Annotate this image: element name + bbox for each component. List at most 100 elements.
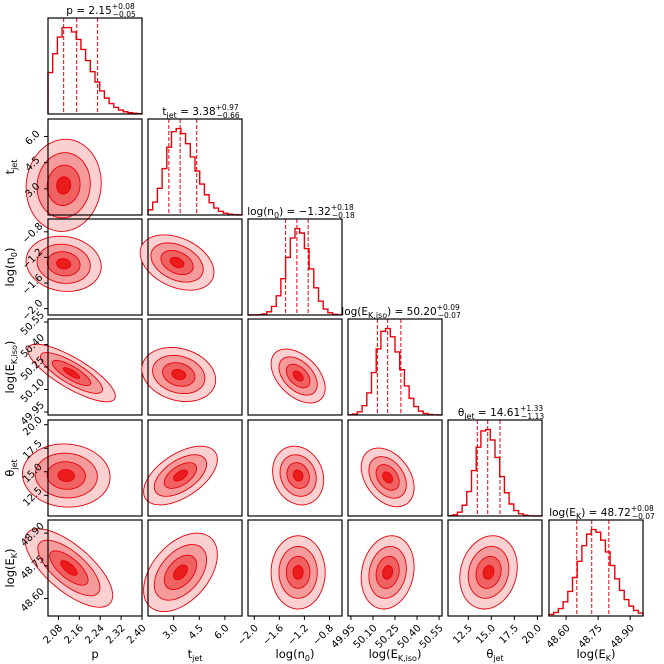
panel-frame	[247, 519, 343, 617]
panel-frame	[247, 218, 343, 316]
panel-frame	[147, 218, 243, 316]
panel-logEiso-logn0	[247, 318, 343, 416]
panel-thetajet-logEiso	[347, 419, 443, 517]
title-tjet: tjet​ = 3.38+0.97−0.66	[162, 103, 239, 120]
panel-frame	[347, 318, 443, 416]
panel-logn0-logn0: log(n0​) = −1.32+0.18−0.18	[247, 203, 355, 316]
y-axis-label-tjet: tjet​	[3, 160, 19, 175]
title-logEK: log(EK​) = 48.72+0.08−0.07	[549, 504, 655, 521]
panel-frame	[47, 519, 143, 617]
y-axis-label-logEiso: log(EK,iso​)	[3, 341, 19, 394]
contour-3	[382, 565, 394, 580]
panel-frame	[147, 519, 243, 617]
x-tick-label: 6.0	[213, 623, 232, 642]
x-tick-label: −1.2	[286, 623, 311, 648]
histogram-thetajet	[447, 428, 543, 517]
contour-3	[56, 176, 72, 195]
contour-3	[292, 370, 304, 382]
contour-3	[56, 258, 72, 270]
contour-3	[171, 368, 187, 381]
x-tick-label: 2.40	[125, 623, 149, 647]
y-tick-label: 48.60	[19, 586, 47, 614]
x-axis-label-thetajet: θjet​	[486, 647, 503, 663]
panel-frame	[47, 419, 143, 517]
x-tick-label: 2.24	[83, 623, 107, 647]
panel-logn0-tjet	[139, 218, 243, 316]
y-tick-label: 6.0	[23, 129, 42, 148]
contour-3	[173, 469, 188, 482]
x-axis-label-logEK: log(EK​)	[576, 647, 615, 663]
panel-thetajet-thetajet: θjet​ = 14.61+1.33−1.13	[447, 404, 544, 517]
x-tick-label: 15.0	[474, 623, 498, 647]
x-axis-label-logn0: log(n0​)	[276, 647, 315, 663]
panel-frame	[247, 318, 343, 416]
panel-p-p: p = 2.15+0.08 −0.05	[47, 2, 143, 115]
panel-frame	[147, 118, 243, 216]
histogram-logn0	[247, 227, 343, 316]
contour-3	[382, 471, 394, 484]
x-tick-label: 4.5	[187, 623, 206, 642]
panel-thetajet-logn0	[247, 419, 343, 517]
panel-tjet-tjet: tjet​ = 3.38+0.97−0.66	[147, 103, 243, 216]
contour-3	[173, 564, 188, 581]
contour-3	[60, 560, 78, 576]
title-p: p = 2.15+0.08 −0.05	[66, 2, 136, 19]
panel-frame	[548, 519, 644, 617]
x-tick-label: −2.0	[236, 623, 261, 648]
contour-3	[292, 469, 304, 482]
panel-frame	[247, 419, 343, 517]
panel-logEiso-logEiso: log(EK,iso​) = 50.20+0.09−0.07	[341, 303, 461, 416]
panel-logEK-logEK: log(EK​) = 48.72+0.08−0.0748.6048.7548.9…	[545, 504, 655, 663]
panel-frame	[447, 419, 543, 517]
contour-3	[482, 565, 495, 580]
y-tick-label: 50.10	[19, 377, 47, 405]
x-tick-label: −1.6	[261, 623, 286, 648]
histogram-logEiso	[347, 327, 443, 416]
title-logEiso: log(EK,iso​) = 50.20+0.09−0.07	[341, 303, 461, 320]
histogram-logEK	[548, 528, 644, 616]
x-tick-label: 49.95	[330, 623, 358, 651]
panel-frame	[347, 419, 443, 517]
contour-3	[292, 565, 304, 580]
title-thetajet: θjet​ = 14.61+1.33−1.13	[458, 404, 544, 421]
panel-frame	[47, 118, 143, 216]
x-axis-label-tjet: tjet​	[188, 647, 203, 663]
panel-frame	[47, 17, 143, 115]
title-logn0: log(n0​) = −1.32+0.18−0.18	[247, 203, 355, 220]
panel-frame	[147, 419, 243, 517]
panel-thetajet-tjet	[143, 419, 243, 517]
y-axis-label-logEK: log(EK​)	[3, 548, 19, 587]
x-tick-label: 2.16	[62, 623, 86, 647]
panel-frame	[447, 519, 543, 617]
contour-3	[57, 469, 75, 482]
x-tick-label: 20.0	[521, 623, 545, 647]
x-tick-label: 2.08	[42, 623, 66, 647]
x-tick-label: 2.32	[104, 623, 128, 647]
histogram-p	[47, 26, 143, 115]
x-axis-label-logEiso: log(EK,iso​)	[369, 647, 422, 663]
panel-logEK-thetajet: 12.515.017.520.0 θjet​	[447, 519, 545, 663]
panel-frame	[47, 218, 143, 316]
x-axis-label-p: p	[91, 647, 98, 661]
x-tick-label: 17.5	[497, 623, 521, 647]
contour-3	[169, 256, 185, 269]
contour-3	[62, 367, 81, 379]
y-axis-label-logn0: log(n0​)	[3, 248, 19, 287]
y-axis-label-thetajet: θjet​	[3, 459, 19, 476]
panel-logEK-p: 2.082.162.242.322.40p48.6048.7548.90log(…	[3, 519, 149, 661]
panel-logEK-tjet: 3.0 4.5 6.0 tjet​	[143, 519, 243, 663]
x-tick-label: 3.0	[161, 623, 180, 642]
x-tick-label: 12.5	[451, 623, 475, 647]
histogram-tjet	[147, 127, 243, 216]
x-tick-label: 50.55	[418, 623, 446, 651]
x-tick-label: 48.60	[545, 623, 573, 651]
panel-logEiso-tjet	[141, 318, 243, 416]
panel-frame	[147, 318, 243, 416]
